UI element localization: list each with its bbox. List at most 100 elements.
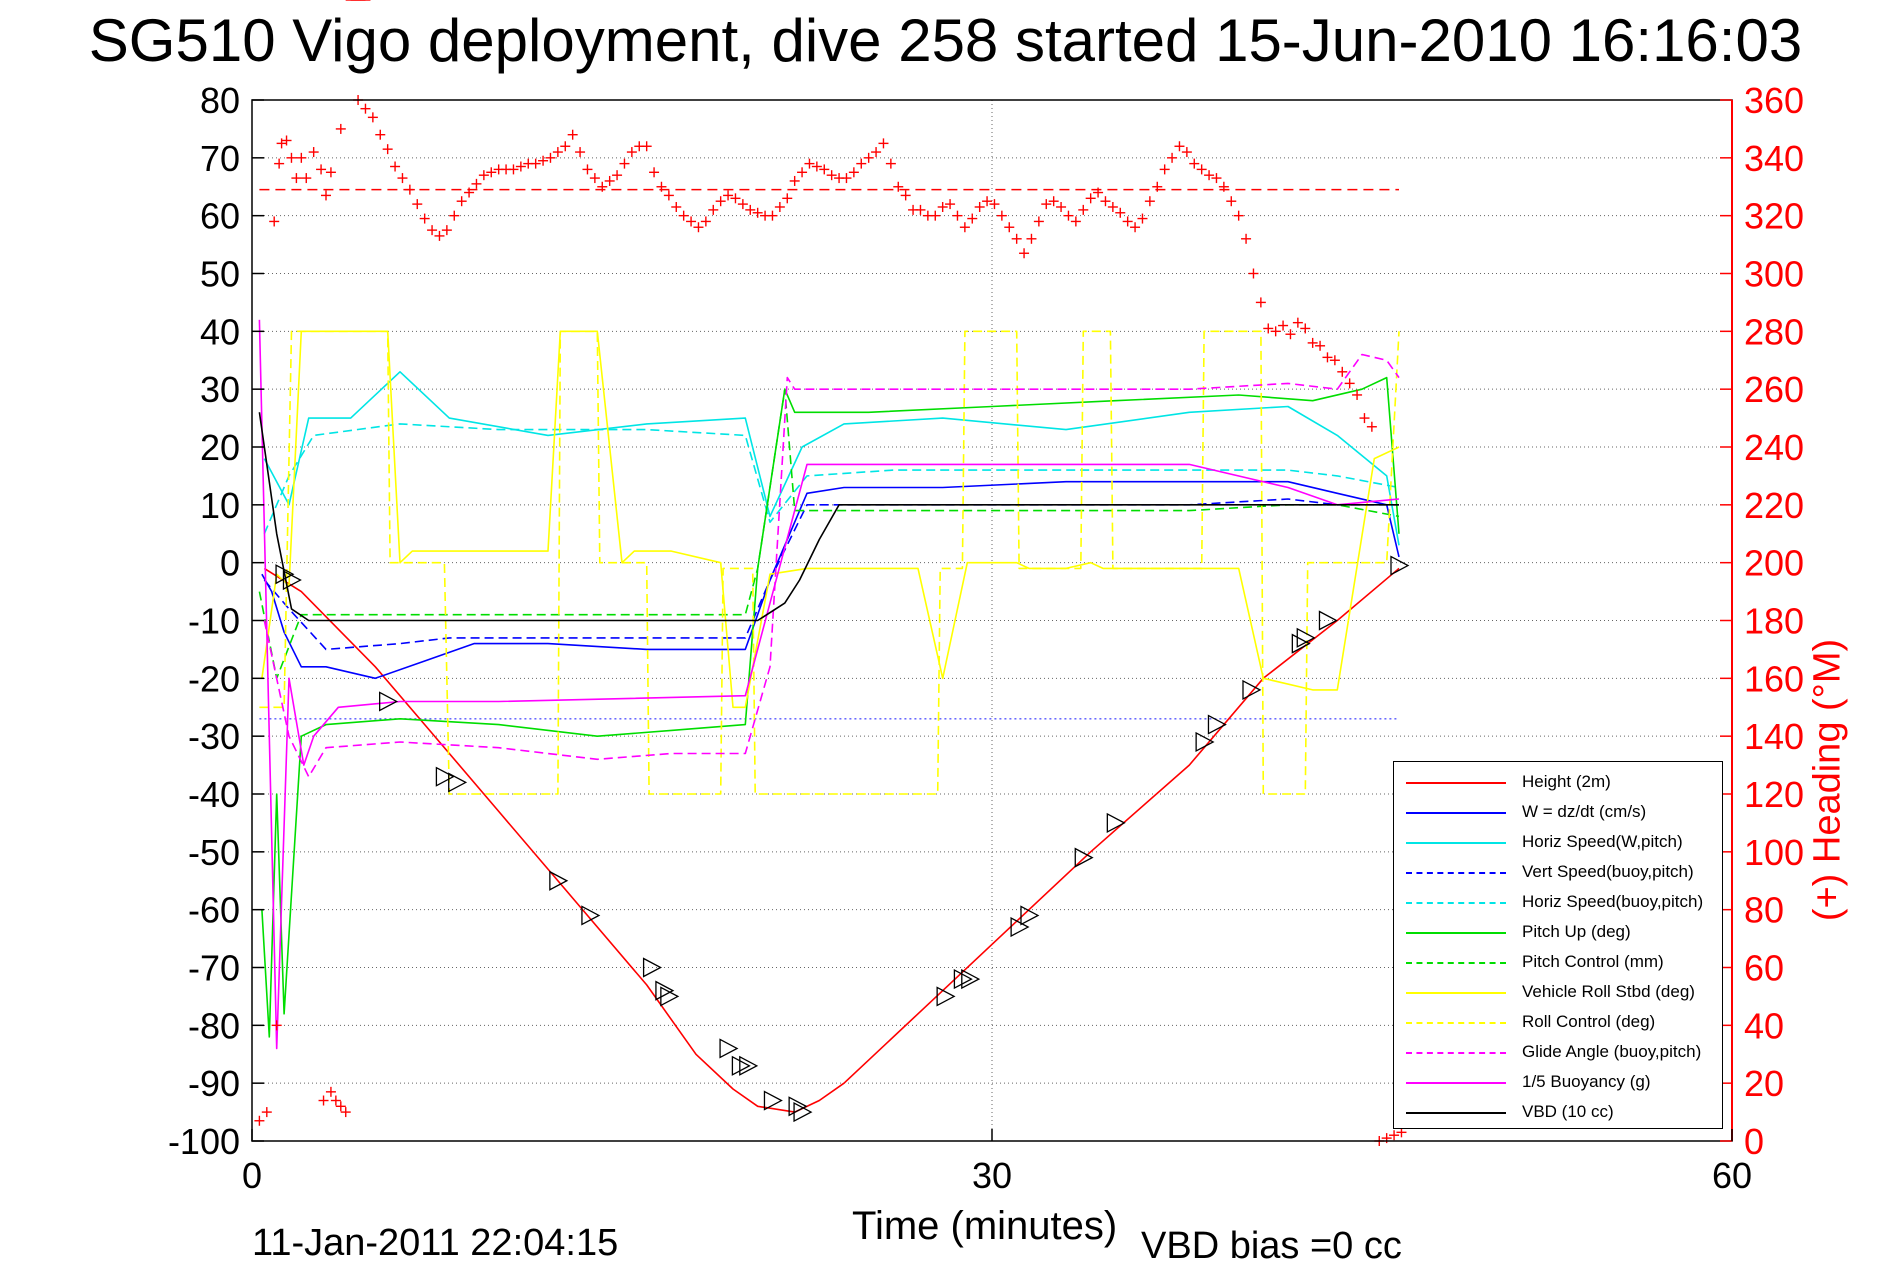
heading-marker: [1300, 323, 1311, 334]
heading-marker: [612, 170, 623, 181]
heading-marker: [1337, 366, 1348, 377]
heading-marker: [449, 210, 460, 221]
heading-marker: [723, 190, 734, 201]
vbd-bias-label: VBD bias =0 cc: [1141, 1225, 1402, 1267]
heading-marker: [649, 167, 660, 178]
heading-marker: [1159, 164, 1170, 175]
y2-tick-label: 260: [1744, 369, 1804, 410]
legend-swatch: [1406, 932, 1506, 934]
triangle-marker: [1020, 905, 1040, 926]
series-lines: [258, 188, 1400, 1113]
triangle-marker: [788, 1096, 808, 1117]
triangle-marker: [1106, 812, 1126, 833]
y-tick-label: -40: [188, 774, 240, 815]
heading-marker: [996, 210, 1007, 221]
heading-marker: [1233, 210, 1244, 221]
heading-marker: [967, 213, 978, 224]
heading-marker: [1048, 196, 1059, 207]
triangle-marker: [1318, 610, 1338, 631]
triangle-marker: [379, 691, 399, 712]
y-tick-label: 20: [200, 427, 240, 468]
heading-marker: [1004, 222, 1015, 233]
heading-marker: [782, 193, 793, 204]
triangle-marker: [936, 986, 956, 1007]
heading-marker: [708, 204, 719, 215]
heading-marker: [1144, 196, 1155, 207]
y2-tick-label: 280: [1744, 311, 1804, 352]
heading-marker: [952, 210, 963, 221]
legend-label: Pitch Up (deg): [1522, 922, 1631, 941]
heading-marker: [737, 199, 748, 210]
heading-marker: [321, 190, 331, 201]
y-tick-label: 50: [200, 254, 240, 295]
y-tick-label: -70: [188, 948, 240, 989]
heading-marker: [1152, 181, 1163, 192]
series-line-horiz-speed-buoy-pitch: [263, 423, 1400, 535]
triangle-marker: [1296, 627, 1316, 648]
legend-label: W = dz/dt (cm/s): [1522, 802, 1647, 821]
legend-item: Horiz Speed(buoy,pitch): [1394, 888, 1724, 918]
heading-marker: [1189, 158, 1200, 169]
heading-marker: [1137, 213, 1148, 224]
triangle-marker: [448, 772, 468, 793]
triangle-marker: [763, 1090, 783, 1111]
y-tick-label: -10: [188, 601, 240, 642]
heading-marker: [774, 201, 785, 212]
chart-legend: Height (2m) W = dz/dt (cm/s) Horiz Speed(W…: [1393, 761, 1723, 1129]
heading-marker: [693, 222, 704, 233]
y2-tick-label: 300: [1744, 254, 1804, 295]
legend-swatch: [1406, 872, 1506, 874]
heading-marker: [878, 138, 889, 149]
y2-tick-label: 160: [1744, 658, 1804, 699]
legend-label: Glide Angle (buoy,pitch): [1522, 1042, 1702, 1061]
heading-marker: [335, 1101, 346, 1112]
heading-marker: [291, 173, 302, 184]
heading-marker: [848, 167, 859, 178]
heading-marker: [1263, 323, 1274, 334]
right-axis-label: (+) Heading (°M): [1806, 638, 1849, 922]
heading-marker: [1122, 216, 1133, 227]
heading-marker: [1107, 201, 1118, 212]
heading-marker: [1211, 173, 1222, 184]
heading-marker: [1329, 355, 1340, 366]
generated-timestamp: 11-Jan-2011 22:04:15: [252, 1222, 619, 1264]
y-tick-label: 60: [200, 196, 240, 237]
heading-marker: [375, 129, 386, 140]
legend-item: VBD (10 cc): [1394, 1098, 1724, 1128]
heading-marker: [1019, 248, 1030, 259]
series-line-pitch-control-mm: [258, 388, 1400, 680]
legend-item: Horiz Speed(W,pitch): [1394, 828, 1724, 858]
y2-tick-label: 360: [1744, 80, 1804, 121]
heading-marker: [1115, 207, 1126, 218]
heading-marker: [1255, 297, 1266, 308]
triangle-marker: [953, 968, 973, 990]
heading-marker: [1359, 413, 1370, 424]
heading-marker: [254, 1115, 265, 1126]
heading-marker: [678, 210, 689, 221]
heading-marker: [530, 158, 541, 169]
x-tick-label: 60: [1712, 1155, 1752, 1196]
heading-marker: [604, 175, 615, 186]
heading-marker: [552, 147, 563, 158]
heading-marker: [274, 158, 285, 169]
legend-swatch: [1406, 1112, 1506, 1114]
heading-marker: [1218, 181, 1229, 192]
heading-marker: [301, 173, 312, 184]
data-markers: [254, 0, 1410, 1146]
heading-marker: [1056, 201, 1067, 212]
heading-marker: [597, 181, 608, 192]
legend-label: Pitch Control (mm): [1522, 952, 1664, 971]
heading-marker: [486, 167, 497, 178]
x-tick-label: 0: [242, 1155, 262, 1196]
heading-marker: [316, 164, 327, 175]
triangle-marker: [1242, 679, 1262, 700]
heading-marker: [330, 1095, 341, 1106]
legend-item: Vert Speed(buoy,pitch): [1394, 858, 1724, 888]
heading-marker: [797, 167, 808, 178]
heading-marker: [1285, 329, 1296, 340]
heading-marker: [1366, 421, 1377, 432]
heading-marker: [1093, 187, 1104, 198]
legend-label: VBD (10 cc): [1522, 1102, 1614, 1121]
heading-marker: [626, 147, 637, 158]
heading-marker: [863, 152, 874, 163]
